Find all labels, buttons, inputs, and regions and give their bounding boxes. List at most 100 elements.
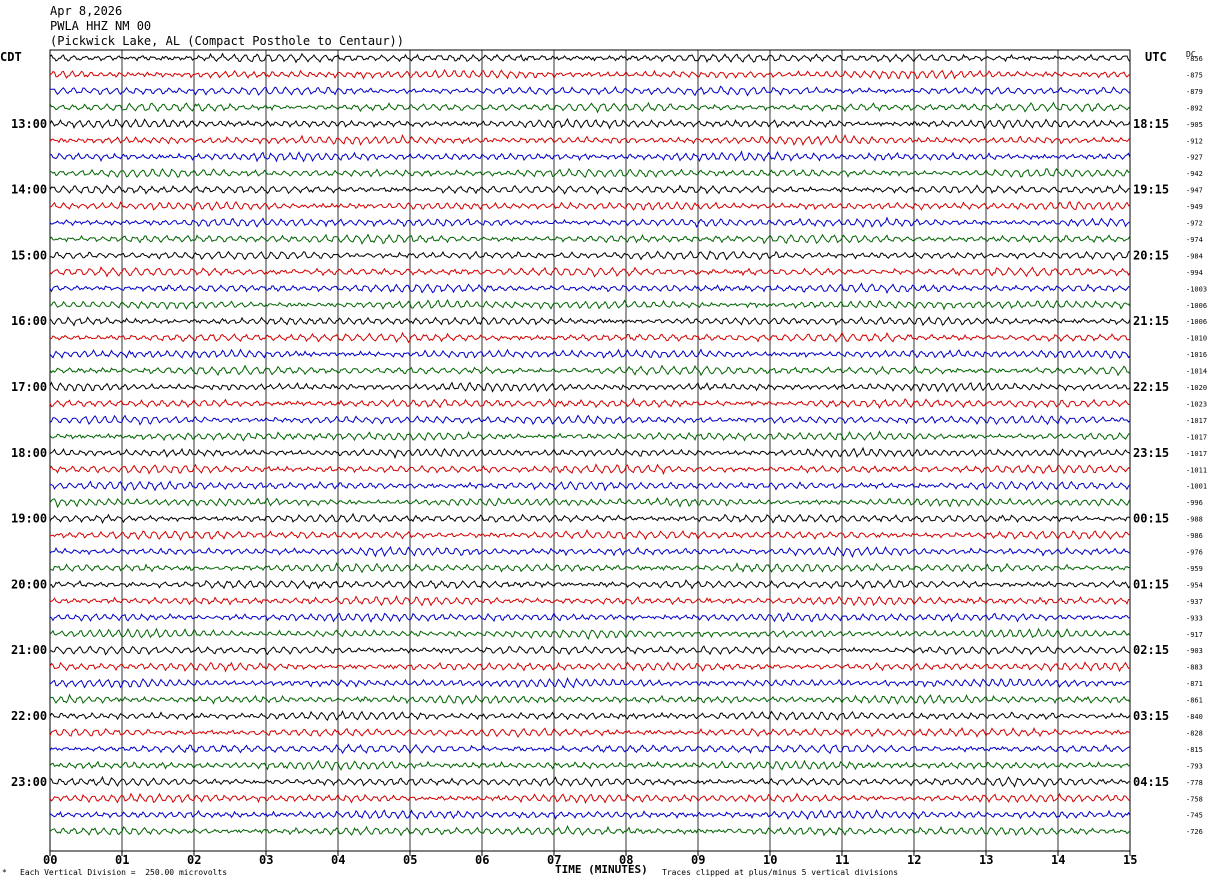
dc-offset-label: -947: [1186, 187, 1203, 195]
dc-offset-label: -856: [1186, 55, 1203, 63]
right-hour-label: 23:15: [1133, 446, 1169, 460]
left-hour-label: 14:00: [11, 183, 47, 197]
trace-row-43: [49, 759, 1131, 772]
left-hour-label: 16:00: [11, 314, 47, 328]
x-tick-label: 13: [979, 853, 993, 867]
trace-row-14: [49, 282, 1131, 295]
trace-row-2: [49, 85, 1131, 97]
dc-offset-label: -954: [1186, 581, 1203, 589]
x-tick-label: 14: [1051, 853, 1065, 867]
trace-row-26: [50, 480, 1131, 492]
right-hour-label: 22:15: [1133, 380, 1169, 394]
dc-offset-label: -988: [1186, 516, 1203, 524]
trace-row-3: [49, 101, 1131, 114]
dc-label: DC: [1186, 50, 1196, 59]
right-hour-label: 20:15: [1133, 248, 1169, 262]
x-tick-label: 07: [547, 853, 561, 867]
dc-offset-label: -861: [1186, 697, 1203, 705]
trace-row-5: [49, 133, 1131, 147]
right-hour-label: 21:15: [1133, 314, 1169, 328]
left-hour-label: 13:00: [11, 117, 47, 131]
trace-row-24: [49, 446, 1131, 460]
dc-offset-label: -976: [1186, 549, 1203, 557]
left-hour-label: 21:00: [11, 643, 47, 657]
scale-note: Each Vertical Division = 250.00 microvol…: [20, 868, 228, 877]
right-hour-label: 19:15: [1133, 183, 1169, 197]
trace-row-45: [49, 792, 1131, 805]
trace-row-33: [49, 595, 1131, 607]
dc-offset-label: -828: [1186, 729, 1203, 737]
trace-row-46: [49, 809, 1131, 821]
trace-row-44: [49, 775, 1131, 788]
trace-row-37: [49, 661, 1131, 673]
x-tick-label: 10: [763, 853, 777, 867]
x-tick-label: 15: [1123, 853, 1137, 867]
trace-row-23: [49, 430, 1131, 442]
x-tick-label: 06: [475, 853, 489, 867]
dc-offset-label: -1010: [1186, 335, 1207, 343]
trace-row-16: [49, 316, 1131, 327]
dc-offset-label: -778: [1186, 779, 1203, 787]
trace-row-29: [49, 528, 1131, 542]
trace-row-31: [49, 562, 1131, 574]
dc-offset-label: -1017: [1186, 450, 1207, 458]
trace-row-38: [49, 677, 1131, 689]
trace-row-20: [49, 381, 1131, 393]
dc-offset-label: -927: [1186, 154, 1203, 162]
dc-offset-label: -959: [1186, 565, 1203, 573]
dc-offset-label: -875: [1186, 71, 1203, 79]
dc-offset-label: -726: [1186, 828, 1203, 836]
trace-row-18: [49, 348, 1131, 359]
dc-offset-label: -1020: [1186, 384, 1207, 392]
dc-offset-label: -986: [1186, 532, 1203, 540]
trace-row-36: [49, 645, 1131, 656]
x-tick-label: 08: [619, 853, 633, 867]
x-tick-label: 02: [187, 853, 201, 867]
trace-row-13: [49, 265, 1131, 278]
dc-offset-label: -933: [1186, 614, 1203, 622]
trace-row-11: [49, 233, 1131, 245]
trace-row-28: [49, 512, 1131, 524]
dc-offset-label: -942: [1186, 170, 1203, 178]
x-tick-label: 09: [691, 853, 705, 867]
dc-offset-label: -745: [1186, 812, 1203, 820]
dc-offset-label: -1014: [1186, 368, 1207, 376]
corner-mark-icon: *: [2, 868, 7, 877]
trace-row-21: [49, 397, 1131, 410]
trace-row-6: [49, 150, 1131, 163]
header-station: PWLA HHZ NM 00: [50, 19, 152, 33]
trace-row-35: [49, 627, 1131, 640]
dc-offset-label: -840: [1186, 713, 1203, 721]
dc-offset-label: -793: [1186, 762, 1203, 770]
dc-offset-label: -974: [1186, 236, 1203, 244]
dc-offset-label: -912: [1186, 137, 1203, 145]
left-hour-label: 19:00: [11, 512, 47, 526]
left-hour-label: 18:00: [11, 446, 47, 460]
trace-row-1: [49, 68, 1131, 80]
trace-row-39: [49, 693, 1131, 706]
clip-note: Traces clipped at plus/minus 5 vertical …: [662, 868, 899, 877]
dc-offset-label: -1006: [1186, 302, 1207, 310]
header-location: (Pickwick Lake, AL (Compact Posthole to …: [50, 34, 405, 48]
dc-offset-label: -1006: [1186, 318, 1207, 326]
trace-row-30: [49, 545, 1131, 558]
x-tick-label: 03: [259, 853, 273, 867]
right-hour-label: 18:15: [1133, 117, 1169, 131]
x-tick-label: 00: [43, 853, 57, 867]
trace-row-25: [49, 463, 1131, 476]
dc-offset-label: -883: [1186, 664, 1203, 672]
dc-offset-label: -917: [1186, 631, 1203, 639]
trace-row-42: [49, 743, 1131, 755]
dc-offset-label: -972: [1186, 220, 1203, 228]
x-tick-label: 01: [115, 853, 129, 867]
dc-offset-label: -1017: [1186, 417, 1207, 425]
trace-row-47: [49, 824, 1131, 837]
left-hour-label: 22:00: [11, 709, 47, 723]
trace-row-22: [49, 414, 1131, 426]
dc-offset-label: -1016: [1186, 351, 1207, 359]
trace-row-10: [49, 216, 1131, 229]
trace-row-0: [49, 52, 1131, 64]
dc-offset-label: -758: [1186, 795, 1203, 803]
dc-offset-label: -994: [1186, 269, 1203, 277]
